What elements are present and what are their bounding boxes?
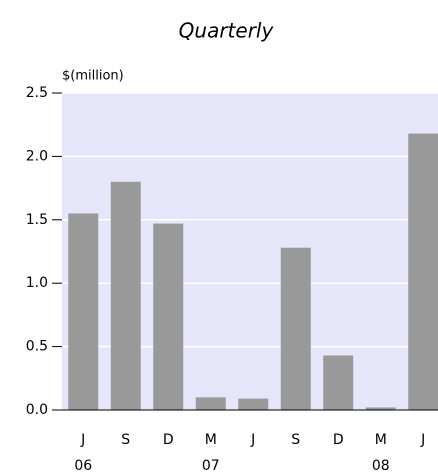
x-tick-label: D [333, 432, 344, 448]
bar [365, 407, 396, 410]
x-tick-label: M [375, 432, 387, 448]
chart-subtitle: Quarterly [179, 19, 275, 43]
bar [323, 355, 354, 410]
bar [68, 213, 99, 410]
bar [195, 397, 226, 410]
x-group-label: 08 [372, 458, 390, 474]
x-tick-label: J [420, 432, 425, 448]
bar [280, 247, 311, 410]
y-tick-label: 2.0 [26, 148, 48, 164]
x-tick-label: M [205, 432, 217, 448]
x-tick-label: J [80, 432, 85, 448]
bar [408, 133, 438, 411]
y-tick-label: 0.5 [26, 339, 48, 355]
x-tick-label: J [250, 432, 255, 448]
x-group-label: 07 [202, 458, 220, 474]
y-tick-label: 1.0 [26, 275, 48, 291]
y-tick-label: 1.5 [26, 212, 48, 228]
y-tick-label: 0.0 [26, 402, 48, 418]
bar [153, 223, 184, 410]
y-axis-label: $(million) [62, 69, 124, 84]
x-group-label: 06 [74, 458, 92, 474]
y-tick-label: 2.5 [26, 85, 48, 101]
x-tick-label: D [163, 432, 174, 448]
x-tick-label: S [121, 432, 130, 448]
bar [238, 398, 269, 410]
bar [110, 181, 141, 410]
x-tick-label: S [291, 432, 300, 448]
